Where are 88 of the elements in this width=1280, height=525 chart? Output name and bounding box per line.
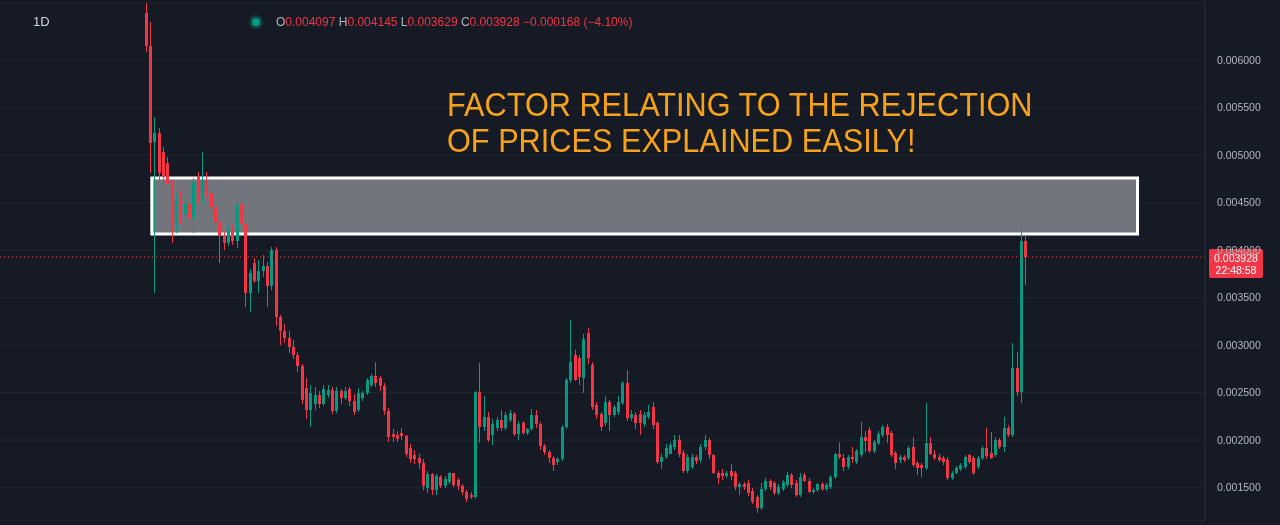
candlestick xyxy=(166,156,169,199)
candlestick xyxy=(179,190,182,225)
candlestick xyxy=(860,421,863,458)
candlestick xyxy=(231,224,234,246)
candlestick xyxy=(205,171,208,199)
candlestick xyxy=(578,354,581,386)
candlestick xyxy=(513,411,516,437)
y-tick-label: 0.003000 xyxy=(1217,338,1261,351)
y-tick-label: 0.005000 xyxy=(1217,148,1261,161)
candlestick xyxy=(249,268,252,313)
candlestick xyxy=(608,399,611,432)
candlestick xyxy=(946,456,949,481)
candlestick xyxy=(929,436,932,456)
candlestick xyxy=(799,472,802,498)
candlestick xyxy=(283,323,286,344)
candlestick xyxy=(240,200,243,232)
candlestick xyxy=(834,452,837,480)
y-tick-label: 0.002500 xyxy=(1217,386,1261,399)
candlestick xyxy=(504,411,507,431)
text: 1D xyxy=(33,14,50,30)
candlestick xyxy=(188,197,191,227)
candlestick xyxy=(210,187,213,213)
candlestick xyxy=(517,420,520,441)
text: FACTOR RELATING TO THE REJECTION OF PRICES EXPLAINED EASILY! xyxy=(447,86,1033,159)
candlestick xyxy=(487,411,490,443)
y-tick-label: 0.005500 xyxy=(1217,101,1261,114)
candlestick xyxy=(435,473,438,496)
candlestick xyxy=(712,453,715,475)
candlestick xyxy=(734,470,737,491)
candlestick xyxy=(760,482,763,511)
candlestick xyxy=(1003,416,1006,453)
y-tick-label: 0.004500 xyxy=(1217,196,1261,209)
candlestick xyxy=(279,314,282,346)
candlestick xyxy=(985,427,988,460)
candlestick xyxy=(756,494,759,514)
candlestick xyxy=(500,409,503,432)
candlestick xyxy=(539,421,542,451)
candlestick xyxy=(201,151,204,205)
candlestick xyxy=(972,455,975,476)
candlestick xyxy=(322,384,325,407)
candlestick xyxy=(335,386,338,414)
candlestick xyxy=(357,387,360,413)
text: O0.004097 H0.004145 L0.003629 C0.003928 −0.000168 (−4.10%) xyxy=(276,15,633,29)
candlestick xyxy=(257,259,260,294)
candlestick xyxy=(262,254,265,278)
y-tick-label: 0.001500 xyxy=(1217,481,1261,494)
text: 22:48:58 xyxy=(1215,263,1257,276)
y-tick-label: 0.003500 xyxy=(1217,291,1261,304)
y-tick-label: 0.006000 xyxy=(1217,53,1261,66)
candlestick xyxy=(214,202,217,227)
candlestick xyxy=(864,430,867,453)
candlestick xyxy=(374,361,377,388)
candlestick xyxy=(912,436,915,468)
candlestick xyxy=(1016,351,1019,397)
candlestick xyxy=(639,409,642,436)
candlestick xyxy=(288,330,291,354)
candlestick xyxy=(708,437,711,460)
candlestick xyxy=(227,225,230,247)
candlestick xyxy=(353,393,356,416)
candlestick xyxy=(699,443,702,464)
candlestick xyxy=(175,192,178,234)
candlestick xyxy=(600,411,603,432)
candlestick xyxy=(994,436,997,458)
candlestick xyxy=(197,171,200,205)
candlestick xyxy=(184,200,187,223)
candlestick xyxy=(868,426,871,454)
candlestick xyxy=(223,230,226,251)
candlestick xyxy=(253,257,256,284)
candlestick xyxy=(296,351,299,373)
candlestick xyxy=(535,409,538,429)
candlestick xyxy=(686,453,689,474)
candlestick xyxy=(604,395,607,427)
candlestick xyxy=(491,418,494,446)
candlestick xyxy=(292,339,295,360)
candlestick xyxy=(309,384,312,428)
candlestick xyxy=(431,472,434,496)
candlestick xyxy=(426,470,429,494)
candlestick xyxy=(266,261,269,308)
candlestick xyxy=(483,395,486,432)
candlestick xyxy=(530,408,533,432)
candlestick xyxy=(569,319,572,384)
candlestick xyxy=(348,386,351,407)
candlestick xyxy=(153,116,156,294)
y-tick-label: 0.002000 xyxy=(1217,433,1261,446)
candlestick xyxy=(405,434,408,458)
candlestick xyxy=(314,386,317,411)
candlestick xyxy=(422,458,425,491)
candlestick xyxy=(331,386,334,415)
